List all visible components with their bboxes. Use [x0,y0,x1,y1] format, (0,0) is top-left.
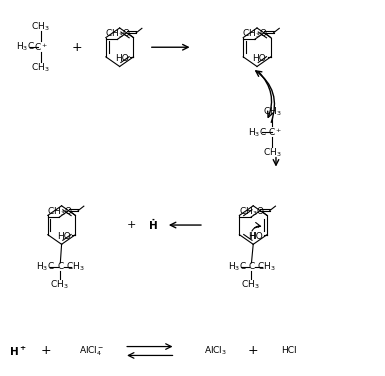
Text: $^+$: $^+$ [254,223,261,232]
Text: CH$_3$O: CH$_3$O [242,28,268,40]
Text: C$^+$: C$^+$ [268,127,282,138]
Text: AlCl$_4^-$: AlCl$_4^-$ [79,344,105,358]
Text: CH$_3$: CH$_3$ [263,106,281,118]
Text: H$_3$C: H$_3$C [37,260,55,273]
Text: HO: HO [115,54,129,63]
Text: CH$_3$O: CH$_3$O [105,28,131,40]
Text: C: C [248,262,254,271]
Text: +: + [127,220,136,230]
Text: CH$_3$O: CH$_3$O [239,205,264,218]
Text: C: C [57,262,64,271]
Text: CH$_3$: CH$_3$ [263,147,281,159]
Text: CH$_3$: CH$_3$ [257,260,276,273]
Text: HCl: HCl [281,347,297,355]
Text: +: + [72,41,82,54]
Text: CH$_3$: CH$_3$ [32,61,50,74]
Text: H$_3$C: H$_3$C [16,41,35,53]
Text: HO: HO [57,232,71,241]
Text: CH$_3$: CH$_3$ [66,260,85,273]
Text: HO: HO [253,54,266,63]
Text: CH$_3$: CH$_3$ [241,278,259,291]
Text: H$_3$C: H$_3$C [248,126,266,139]
Text: C$^+$: C$^+$ [34,41,49,53]
Text: CH$_3$O: CH$_3$O [47,205,73,218]
Text: H$_3$C: H$_3$C [228,260,246,273]
Text: +: + [41,344,52,358]
Text: CH$_3$: CH$_3$ [50,278,69,291]
Text: $\mathbf{\dot{H}}$: $\mathbf{\dot{H}}$ [148,218,157,232]
Text: +: + [248,344,258,358]
Text: HO: HO [249,232,263,241]
Text: $\mathbf{H^+}$: $\mathbf{H^+}$ [9,344,27,358]
Text: H: H [248,232,255,241]
Text: CH$_3$: CH$_3$ [32,21,50,33]
Text: AlCl$_3$: AlCl$_3$ [204,345,227,357]
